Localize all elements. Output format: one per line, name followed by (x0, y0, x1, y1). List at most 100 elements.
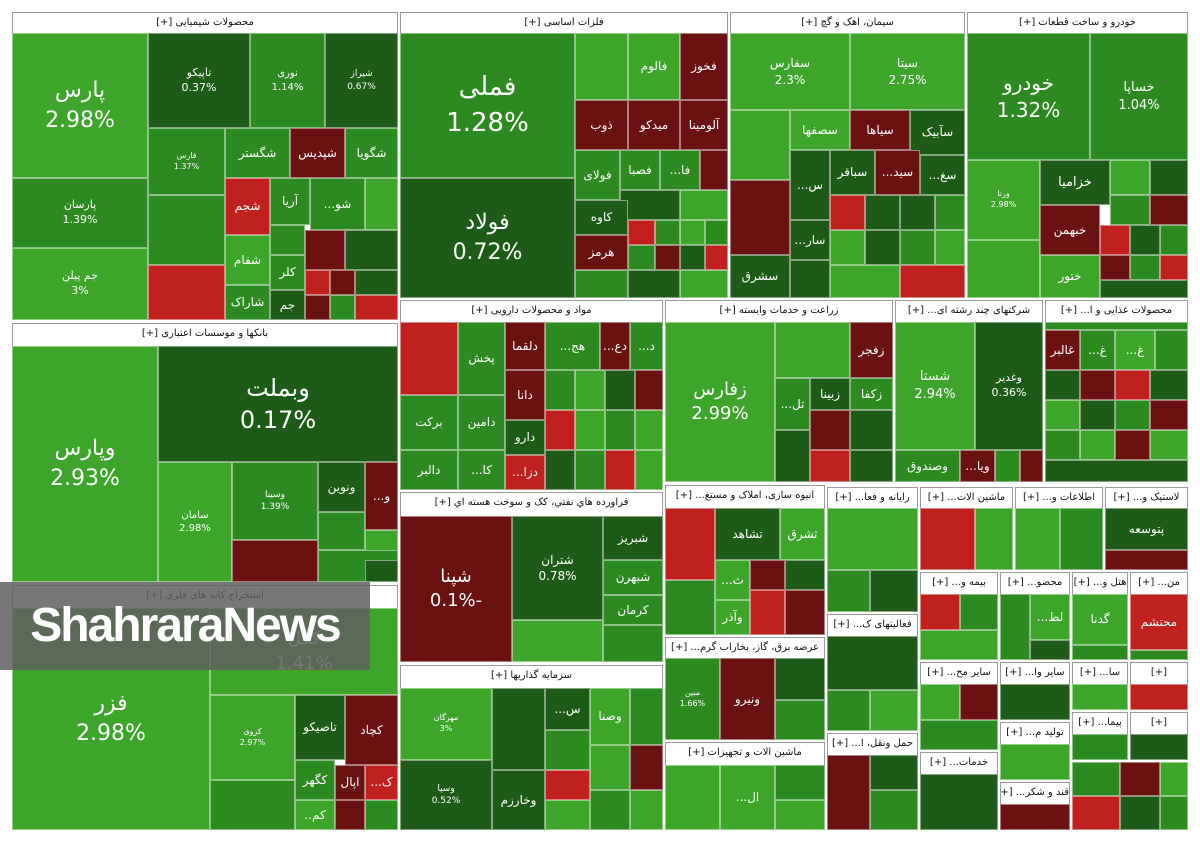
filler-tile (628, 245, 655, 270)
stock-tile: ورنا 2.98% (967, 160, 1040, 240)
stock-tile: شو... (310, 178, 365, 230)
stock-tile: تاصیکو (295, 695, 345, 760)
stock-symbol: آلومینا (688, 117, 720, 132)
stock-tile: جم پیلن 3% (12, 248, 148, 320)
filler-tile (995, 450, 1020, 482)
sector: پتوسعه لاستیک و... [+] (1105, 487, 1188, 570)
stock-tile: شجم (225, 178, 270, 235)
filler-tile (590, 745, 630, 790)
stock-symbol: سار... (794, 232, 826, 247)
stock-tile: وخارزم (492, 770, 545, 830)
sector: فملی 1.28% فولاد 0.72% فالوم فخوز ذوب میدکو آلوم… (400, 12, 728, 298)
stock-change: 2.93% (50, 466, 120, 491)
filler-tile (775, 765, 825, 800)
stock-tile: پتوسعه (1105, 508, 1188, 550)
filler-tile (635, 450, 663, 490)
filler-tile (730, 110, 790, 180)
sector-title: سیمان، اهک و گچ [+] (801, 17, 894, 28)
stock-symbol: سشرق (741, 269, 779, 284)
stock-symbol: زفارس (693, 378, 747, 400)
filler-tile (575, 450, 605, 490)
filler-tile (1105, 550, 1188, 570)
stock-change: 1.39% (62, 213, 98, 226)
filler-tile (827, 690, 870, 731)
sector-title: فراورده هاي نفتي، کک و سوخت هسته اي [+] (434, 497, 629, 508)
stock-symbol: وسپا (437, 783, 455, 794)
filler-tile (575, 410, 605, 450)
sector: فعالیتهای ک... [+] (827, 614, 918, 731)
stock-symbol: پخش (468, 351, 495, 366)
stock-symbol: پارس (54, 77, 106, 103)
filler-tile (492, 688, 545, 770)
stock-symbol: تاپیکو (186, 65, 212, 79)
filler-tile (148, 265, 225, 320)
filler-tile (355, 295, 398, 320)
filler-tile (900, 265, 965, 298)
stock-change: 0.37% (181, 80, 217, 94)
filler-tile (960, 684, 998, 720)
filler-tile (775, 430, 810, 482)
stock-symbol: دالبر (417, 462, 441, 477)
stock-tile: جم (270, 290, 305, 320)
sector-title: من... [+] (1138, 577, 1180, 588)
sector: پخش دلقما هج... دع... د... برکت دامین دالبر کا..… (400, 300, 663, 490)
stock-tile: د... (630, 322, 663, 370)
sector: تشاهد ثشرق ث... وآذر انبوه سازی، املاک و مست… (665, 485, 825, 635)
filler-tile (920, 508, 975, 570)
stock-change: 2.97% (239, 737, 266, 747)
filler-tile (865, 230, 900, 265)
stock-tile: وصندوق (895, 450, 960, 482)
stock-symbol: شیراز (350, 69, 373, 80)
filler-tile (830, 265, 900, 298)
stock-symbol: مهرگان (433, 713, 459, 723)
stock-change: 1.28% (446, 107, 529, 138)
stock-tile: شپنا -0.1% (400, 516, 512, 662)
filler-tile (680, 220, 705, 245)
filler-tile (750, 590, 785, 635)
stock-tile: فولاد 0.72% (400, 178, 575, 298)
stock-tile: کلر (270, 255, 305, 290)
stock-symbol: دارو (514, 430, 536, 445)
filler-tile (1130, 255, 1160, 280)
stock-change: 3% (439, 724, 453, 733)
sector-title: مواد و محصولات دارویی [+] (471, 305, 592, 316)
stock-symbol: سید... (881, 165, 914, 180)
stock-tile: کروی 2.97% (210, 695, 295, 780)
stock-change: 2.98% (76, 721, 146, 746)
filler-tile (318, 512, 365, 550)
stock-symbol: ثشرق (787, 526, 818, 541)
stock-tile: خودرو 1.32% (967, 33, 1090, 160)
filler-tile (1045, 460, 1188, 482)
filler-tile (1130, 650, 1188, 660)
sector-title: سا... [+] (1079, 667, 1121, 678)
filler-tile (545, 370, 575, 410)
sector: شستا 2.94% وغدیر 0.36% وصندوق ویا... شرکتهای چ… (895, 300, 1043, 482)
filler-tile (830, 230, 865, 265)
stock-tile: وپارس 2.93% (12, 346, 158, 582)
stock-symbol: سامان (181, 509, 209, 521)
stock-tile: کم.. (295, 800, 335, 830)
filler-tile (935, 195, 965, 230)
stock-tile: زفجر (850, 322, 893, 378)
filler-tile (545, 770, 590, 800)
stock-symbol: جم پیلن (62, 269, 99, 283)
stock-symbol: نوری (277, 68, 298, 79)
stock-symbol: ک... (370, 775, 393, 790)
stock-symbol: آریا (281, 194, 299, 209)
stock-symbol: کم.. (304, 807, 326, 822)
stock-symbol: شتران (541, 552, 574, 567)
sector: رایانه و فعا... [+] (827, 487, 918, 612)
filler-tile (605, 410, 635, 450)
stock-symbol: زبینا (819, 386, 841, 401)
filler-tile (270, 225, 305, 255)
filler-tile (705, 245, 728, 270)
stock-tile: شستا 2.94% (895, 322, 975, 450)
filler-tile (1130, 225, 1160, 255)
stock-symbol: فزر (94, 691, 128, 717)
filler-tile (1000, 594, 1030, 660)
stock-symbol: کرمان (617, 602, 649, 617)
filler-tile (827, 636, 918, 690)
filler-tile (545, 410, 575, 450)
stock-change: 2.94% (914, 387, 956, 402)
filler-tile (920, 630, 998, 660)
